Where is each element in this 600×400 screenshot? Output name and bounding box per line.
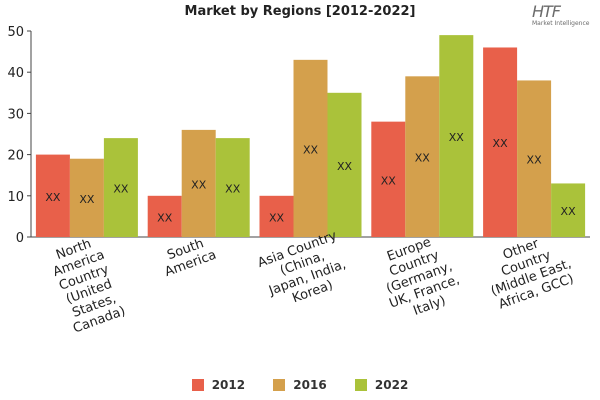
y-tick-label: 10 [7,190,24,205]
y-tick-label: 30 [7,107,24,122]
bar-data-label: XX [225,183,241,196]
bar-data-label: XX [191,178,207,191]
legend-swatch-2022 [354,379,367,391]
bar-2016 [405,76,440,237]
bar-data-label: XX [157,211,173,224]
y-tick-label: 20 [7,149,24,164]
bar-data-label: XX [561,205,577,218]
legend-swatch-2012 [191,379,204,391]
bar-data-label: XX [449,131,465,144]
legend-item-2022[interactable]: 2022 [354,378,409,392]
logo-subtitle: Market Intelligence [532,20,590,27]
bar-2016 [69,158,104,237]
bar-2012 [259,195,294,237]
bar-data-label: XX [415,152,431,165]
bar-2012 [147,195,182,237]
legend-label-2012: 2012 [211,378,246,392]
bar-2022 [103,138,138,237]
y-tick-label: 50 [7,25,24,40]
brand-logo: HTF Market Intelligence [532,2,596,28]
chart-legend: 2012 2016 2022 [0,378,600,394]
bar-2022 [551,183,586,237]
bar-2016 [181,129,216,237]
bar-2012 [371,121,406,237]
bar-data-label: XX [113,183,129,196]
bar-2012 [483,47,518,238]
bar-data-label: XX [79,193,95,206]
y-tick-label: 0 [16,231,24,246]
bar-2012 [35,154,70,237]
bar-2016 [293,59,328,238]
legend-label-2022: 2022 [374,378,409,392]
legend-item-2012[interactable]: 2012 [191,378,246,392]
bar-data-label: XX [381,174,397,187]
bar-data-label: XX [269,211,285,224]
bar-2022 [439,35,474,238]
bar-2022 [215,138,250,237]
legend-item-2016[interactable]: 2016 [273,378,327,392]
bar-data-label: XX [45,191,61,204]
legend-label-2016: 2016 [293,378,327,392]
bar-data-label: XX [527,154,543,167]
y-tick-label: 40 [7,66,24,81]
x-tick-label: Asia Country(China,Japan, India,Korea) [256,228,348,306]
chart-title: Market by Regions [2012-2022] [184,4,416,19]
bar-2016 [517,80,552,237]
legend-swatch-2016 [273,379,286,391]
logo-mark: HTF [532,2,561,21]
bar-data-label: XX [303,143,319,156]
bar-data-label: XX [337,160,353,173]
bar-2022 [327,92,362,237]
bar-data-label: XX [493,137,509,150]
